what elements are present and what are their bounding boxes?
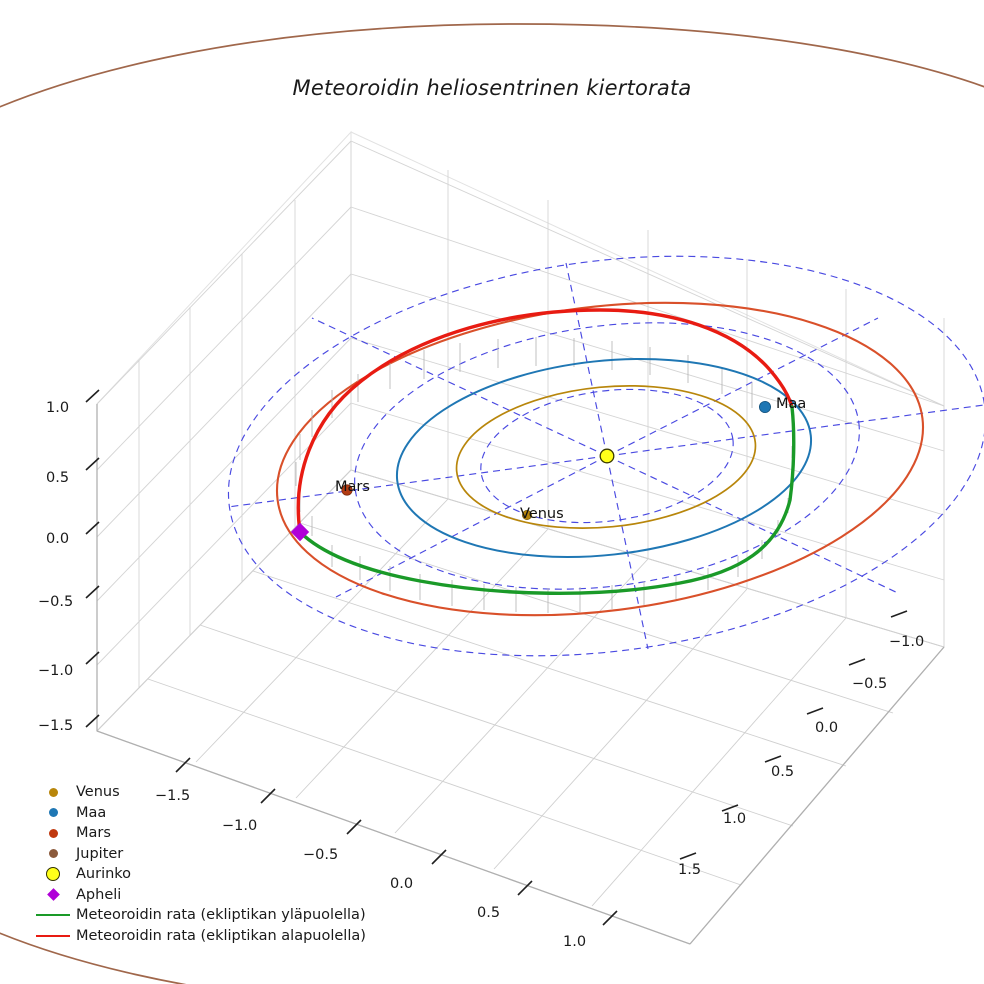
x-tick-label-1: −1.0	[222, 818, 258, 834]
legend-label-aurinko: Aurinko	[76, 866, 132, 883]
x-tick-label-4: 0.5	[477, 905, 501, 921]
z-tick-label-4: −1.0	[38, 663, 74, 679]
y-tick-label-4: 1.0	[723, 811, 747, 827]
legend-label-maa: Maa	[76, 804, 107, 821]
x-tick-label-5: 1.0	[563, 934, 587, 950]
line-swatch-icon	[30, 934, 76, 937]
legend-item-maa: Maa	[30, 803, 360, 824]
line-swatch-icon	[30, 914, 76, 917]
venus-marker	[522, 509, 533, 520]
legend-item-meteoroid-above: Meteoroidin rata (ekliptikan yläpuolella…	[30, 905, 366, 926]
aurinko-marker	[599, 448, 615, 464]
ecliptic-polar-grid	[227, 255, 984, 657]
x-tick-label-2: −0.5	[303, 847, 339, 863]
z-tick-label-3: −0.5	[38, 594, 74, 610]
circle-marker-icon	[30, 787, 76, 797]
z-tick-label-2: 0.0	[46, 531, 70, 547]
plot-legend: Venus Maa Mars Jupiter Aurinko	[30, 782, 366, 947]
maa-marker	[759, 400, 772, 413]
meteoroid-orbit-above-ecliptic	[298, 405, 796, 595]
apheli-marker	[290, 522, 310, 542]
maa-label: Maa	[776, 396, 807, 412]
y-tick-label-0: −1.0	[889, 634, 925, 650]
legend-label-apheli: Apheli	[76, 886, 122, 903]
circle-marker-icon	[30, 808, 76, 818]
page-title: Meteoroidin heliosentrinen kiertorata	[292, 76, 692, 100]
z-tick-label-0: 1.0	[46, 400, 70, 416]
orbit-mars	[275, 301, 925, 617]
orbit-venus	[455, 385, 757, 529]
sun-marker-icon	[30, 867, 76, 882]
legend-label-mars: Mars	[76, 825, 111, 842]
y-tick-label-5: 1.5	[678, 862, 702, 878]
y-tick-label-1: −0.5	[852, 676, 888, 692]
legend-item-mars: Mars	[30, 823, 360, 844]
venus-label: Venus	[520, 506, 564, 522]
legend-item-jupiter: Jupiter	[30, 844, 360, 865]
legend-item-apheli: Apheli	[30, 885, 360, 906]
mars-label: Mars	[335, 479, 370, 495]
circle-marker-icon	[30, 828, 76, 838]
legend-label-meteoroid-above: Meteoroidin rata (ekliptikan yläpuolella…	[76, 907, 366, 924]
legend-label-jupiter: Jupiter	[76, 845, 124, 862]
plot-markers	[290, 400, 772, 542]
grid-left-wall	[96, 140, 352, 732]
y-tick-label-3: 0.5	[771, 764, 795, 780]
axis-ticks	[85, 389, 908, 926]
meteoroid-orbit-below-ecliptic	[296, 308, 794, 534]
axis-spines	[96, 404, 945, 945]
z-tick-label-1: 0.5	[46, 470, 70, 486]
x-tick-label-3: 0.0	[390, 876, 414, 892]
mars-marker	[341, 484, 353, 496]
legend-label-venus: Venus	[76, 784, 120, 801]
diamond-marker-icon	[30, 888, 76, 902]
grid-right-wall	[350, 140, 945, 648]
y-tick-label-2: 0.0	[815, 720, 839, 736]
legend-item-meteoroid-below: Meteoroidin rata (ekliptikan alapuolella…	[30, 926, 366, 947]
legend-item-venus: Venus	[30, 782, 360, 803]
orbit-jupiter	[0, 23, 984, 984]
x-tick-label-0: −1.5	[155, 788, 191, 804]
legend-item-aurinko: Aurinko	[30, 864, 360, 885]
circle-marker-icon	[30, 849, 76, 859]
orbit-maa	[395, 357, 813, 559]
z-tick-label-5: −1.5	[38, 718, 74, 734]
legend-label-meteoroid-below: Meteoroidin rata (ekliptikan alapuolella…	[76, 927, 366, 944]
